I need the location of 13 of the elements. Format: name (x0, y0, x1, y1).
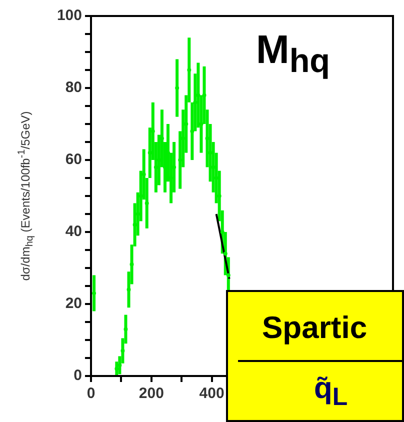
annotation: q̃$_{L}$ (314, 372, 348, 412)
y-tick-label: 100 (56, 7, 82, 24)
x-tick-label: 200 (138, 385, 164, 402)
y-tick-label: 60 (65, 151, 82, 168)
annotation: Spartic (262, 310, 368, 346)
x-tick-label: 400 (199, 385, 224, 402)
x-tick-label: 0 (86, 385, 96, 402)
y-tick-label: 40 (65, 223, 82, 240)
y-tick-label: 80 (65, 79, 82, 96)
table-panel: Spartic q̃$_{L}$ (226, 290, 404, 422)
chart-title: M$_{hq}$ (256, 28, 330, 80)
y-tick-label: 20 (65, 295, 82, 312)
y-tick-label: 0 (74, 367, 82, 384)
